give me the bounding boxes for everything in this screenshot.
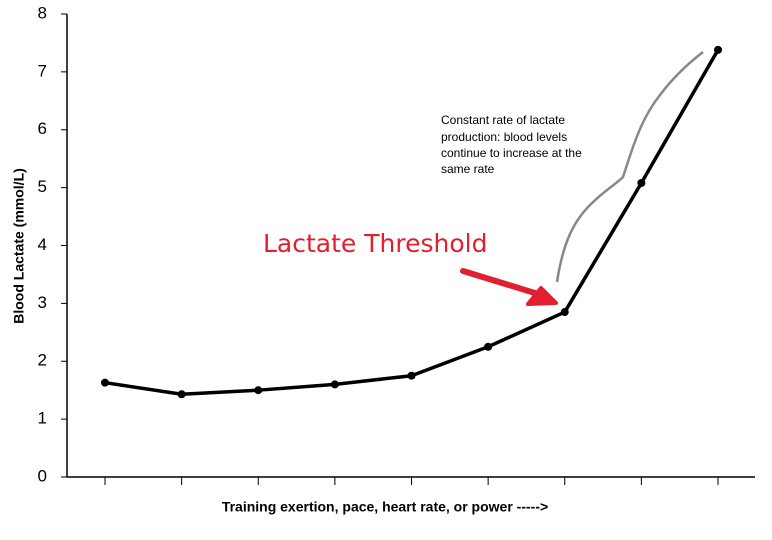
- threshold-label: Lactate Threshold: [263, 229, 487, 258]
- y-tick-label: 5: [38, 177, 47, 196]
- note-line: production: blood levels: [441, 130, 567, 144]
- x-axis-label: Training exertion, pace, heart rate, or …: [222, 499, 548, 515]
- point: [714, 45, 722, 54]
- point: [407, 371, 416, 380]
- point: [484, 342, 493, 351]
- note-line: Constant rate of lactate: [441, 113, 565, 127]
- point: [637, 178, 646, 187]
- y-tick-label: 3: [38, 293, 47, 312]
- arrow-head: [526, 286, 558, 306]
- arrow: [460, 268, 551, 300]
- line: [104, 49, 720, 396]
- y-tick-label: 6: [38, 119, 47, 138]
- y-tick-label: 2: [38, 351, 47, 370]
- brace: [555, 51, 704, 283]
- point: [101, 378, 109, 387]
- point: [330, 380, 339, 389]
- y-tick-label: 0: [38, 466, 47, 485]
- point: [560, 308, 569, 317]
- y-tick-label: 8: [38, 3, 47, 22]
- y-axis-label: Blood Lactate (mmol/L): [11, 168, 27, 324]
- point: [254, 386, 263, 395]
- y-tick-label: 4: [38, 235, 47, 254]
- y-tick-label: 7: [38, 61, 47, 80]
- point: [177, 390, 186, 399]
- note-line: continue to increase at the: [441, 146, 582, 160]
- y-tick-label: 1: [38, 409, 47, 428]
- note-line: same rate: [441, 162, 495, 176]
